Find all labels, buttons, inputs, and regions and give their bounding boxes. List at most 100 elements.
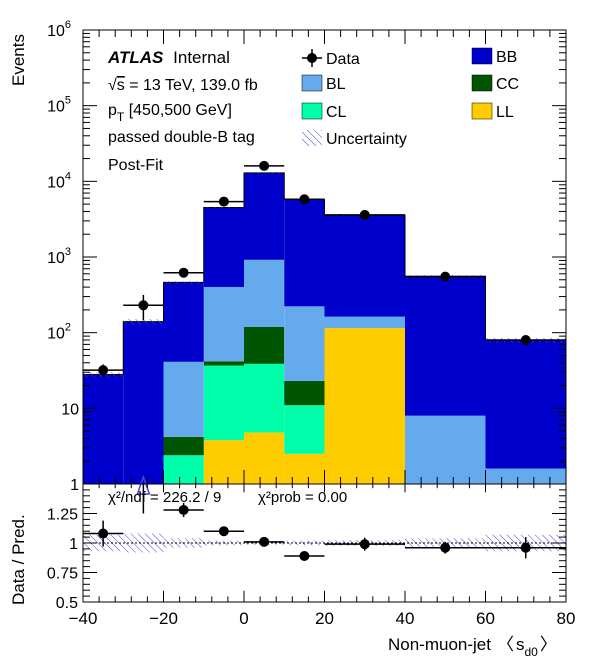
ratio-y-ticks: 0.5 0.75 1 1.25	[47, 483, 566, 612]
ratio-y-tick-label-2: 1	[69, 536, 78, 553]
bar-bb-bin-6	[324, 215, 405, 317]
legend-entry-ll: LL	[471, 102, 514, 121]
legend-entry-data: Data	[302, 49, 360, 68]
data-point-7	[405, 271, 486, 282]
data-point-6	[324, 209, 405, 220]
main-y-axis-label: Events	[9, 34, 28, 86]
bar-bb-bin-4	[244, 172, 285, 260]
energy-s: s	[117, 77, 125, 94]
ratio-point-5	[284, 550, 325, 561]
legend-entry-bb: BB	[471, 47, 517, 66]
offscale-arrow-marker	[136, 474, 151, 495]
x-tick-label-5: 60	[476, 609, 495, 628]
x-tick-label-1: −20	[149, 609, 178, 628]
x-axis-label-s: s	[516, 635, 525, 654]
ratio-panel: 0.5 0.75 1 1.25 −40 −20 0 20 40 60 80 Data / Pred…	[9, 474, 576, 659]
data-point-5	[284, 194, 325, 205]
sqrt-symbol: √	[108, 77, 117, 94]
ratio-y-tick-label-3: 1.25	[47, 507, 78, 524]
x-axis-label-rangle: 〉	[540, 635, 557, 654]
bar-ll-bin-4	[244, 432, 285, 484]
pt-range: [450,500 GeV]	[124, 102, 232, 119]
energy-label: √s = 13 TeV, 139.0 fb	[108, 77, 258, 94]
bar-cc-bin-3	[203, 361, 244, 366]
tag-label: passed double-B tag	[108, 129, 255, 146]
main-data-points	[83, 160, 566, 377]
legend-entry-cc: CC	[471, 74, 519, 93]
x-tick-label-3: 20	[315, 609, 334, 628]
atlas-label: ATLAS Internal	[107, 48, 230, 67]
bar-bb-bin-3	[203, 207, 244, 287]
x-tick-label-4: 40	[396, 609, 415, 628]
ratio-point-3	[203, 526, 244, 537]
x-axis-label-langle: 〈	[497, 635, 514, 654]
bar-bl-bin-7	[405, 415, 486, 484]
main-x-ticks	[82, 30, 567, 484]
data-point-0	[83, 364, 124, 377]
legend-bb-label: BB	[496, 49, 517, 66]
ratio-point-0	[83, 520, 124, 547]
legend-ll-label: LL	[496, 104, 514, 121]
chi2-label: χ²/ndf = 226.2 / 9	[108, 489, 221, 506]
ratio-point-2	[163, 502, 204, 518]
legend-entry-uncertainty: Uncertainty	[302, 130, 407, 148]
legend-cl-label: CL	[326, 104, 347, 121]
legend-entry-cl: CL	[301, 102, 347, 121]
main-y-tick-label-0: 1	[70, 477, 79, 494]
bar-cc-bin-2	[163, 436, 204, 456]
ratio-y-tick-label-1: 0.75	[47, 566, 78, 583]
legend-ll-swatch	[471, 102, 493, 120]
x-axis-label: Non-muon-jet 〈 sd0 〉	[388, 635, 557, 659]
ratio-y-axis-label: Data / Pred.	[9, 514, 28, 605]
legend: Data BL CL Uncertainty BB CC	[301, 47, 519, 148]
legend-bl-label: BL	[326, 76, 346, 93]
legend-cl-swatch	[301, 102, 323, 120]
energy-rest: = 13 TeV, 139.0 fb	[125, 77, 258, 94]
x-axis-label-sub: d0	[525, 645, 539, 659]
main-uncertainty-bin-3	[203, 206, 244, 209]
data-point-3	[203, 196, 244, 207]
chi2-prob-label: χ²prob = 0.00	[258, 489, 347, 506]
ratio-point-7	[405, 541, 486, 554]
bar-bb-bin-7	[405, 276, 486, 416]
bar-cl-bin-3	[203, 365, 244, 441]
ratio-point-6	[324, 537, 405, 551]
main-uncertainty-bin-4	[244, 172, 285, 174]
legend-bl-swatch	[301, 74, 323, 92]
bar-bb-bin-0	[83, 374, 124, 484]
x-tick-label-0: −40	[69, 609, 98, 628]
main-uncertainty-bin-1	[123, 319, 164, 325]
atlas-word: ATLAS	[107, 48, 164, 67]
pt-sub: T	[117, 110, 125, 124]
legend-data-label: Data	[326, 51, 360, 68]
ratio-x-ticks: −40 −20 0 20 40 60 80	[69, 484, 576, 628]
ratio-data-points	[83, 474, 566, 561]
bar-bl-bin-3	[203, 286, 244, 362]
bar-bl-bin-8	[485, 468, 566, 484]
legend-entry-bl: BL	[301, 74, 346, 93]
x-axis-label-main: Non-muon-jet	[388, 635, 491, 654]
bar-cc-bin-5	[284, 380, 325, 406]
pt-label: pT [450,500 GeV]	[108, 102, 232, 124]
legend-uncertainty-label: Uncertainty	[326, 131, 407, 148]
data-point-2	[163, 267, 204, 278]
bar-bl-bin-4	[244, 259, 285, 328]
bar-bb-bin-1	[123, 321, 164, 484]
bar-cl-bin-4	[244, 363, 285, 433]
atlas-suffix: Internal	[173, 48, 230, 67]
bar-bl-bin-5	[284, 306, 325, 381]
bar-ll-bin-3	[203, 440, 244, 484]
x-tick-label-6: 80	[557, 609, 576, 628]
data-point-8	[485, 334, 566, 345]
ratio-point-8	[485, 537, 566, 559]
bar-bb-bin-8	[485, 340, 566, 469]
legend-uncertainty-swatch	[302, 130, 322, 146]
data-point-4	[244, 160, 285, 171]
bar-ll-bin-6	[324, 328, 405, 484]
ratio-point-4	[244, 536, 285, 547]
legend-cc-label: CC	[496, 76, 519, 93]
bar-cc-bin-4	[244, 327, 285, 364]
pt-main: p	[108, 102, 117, 119]
